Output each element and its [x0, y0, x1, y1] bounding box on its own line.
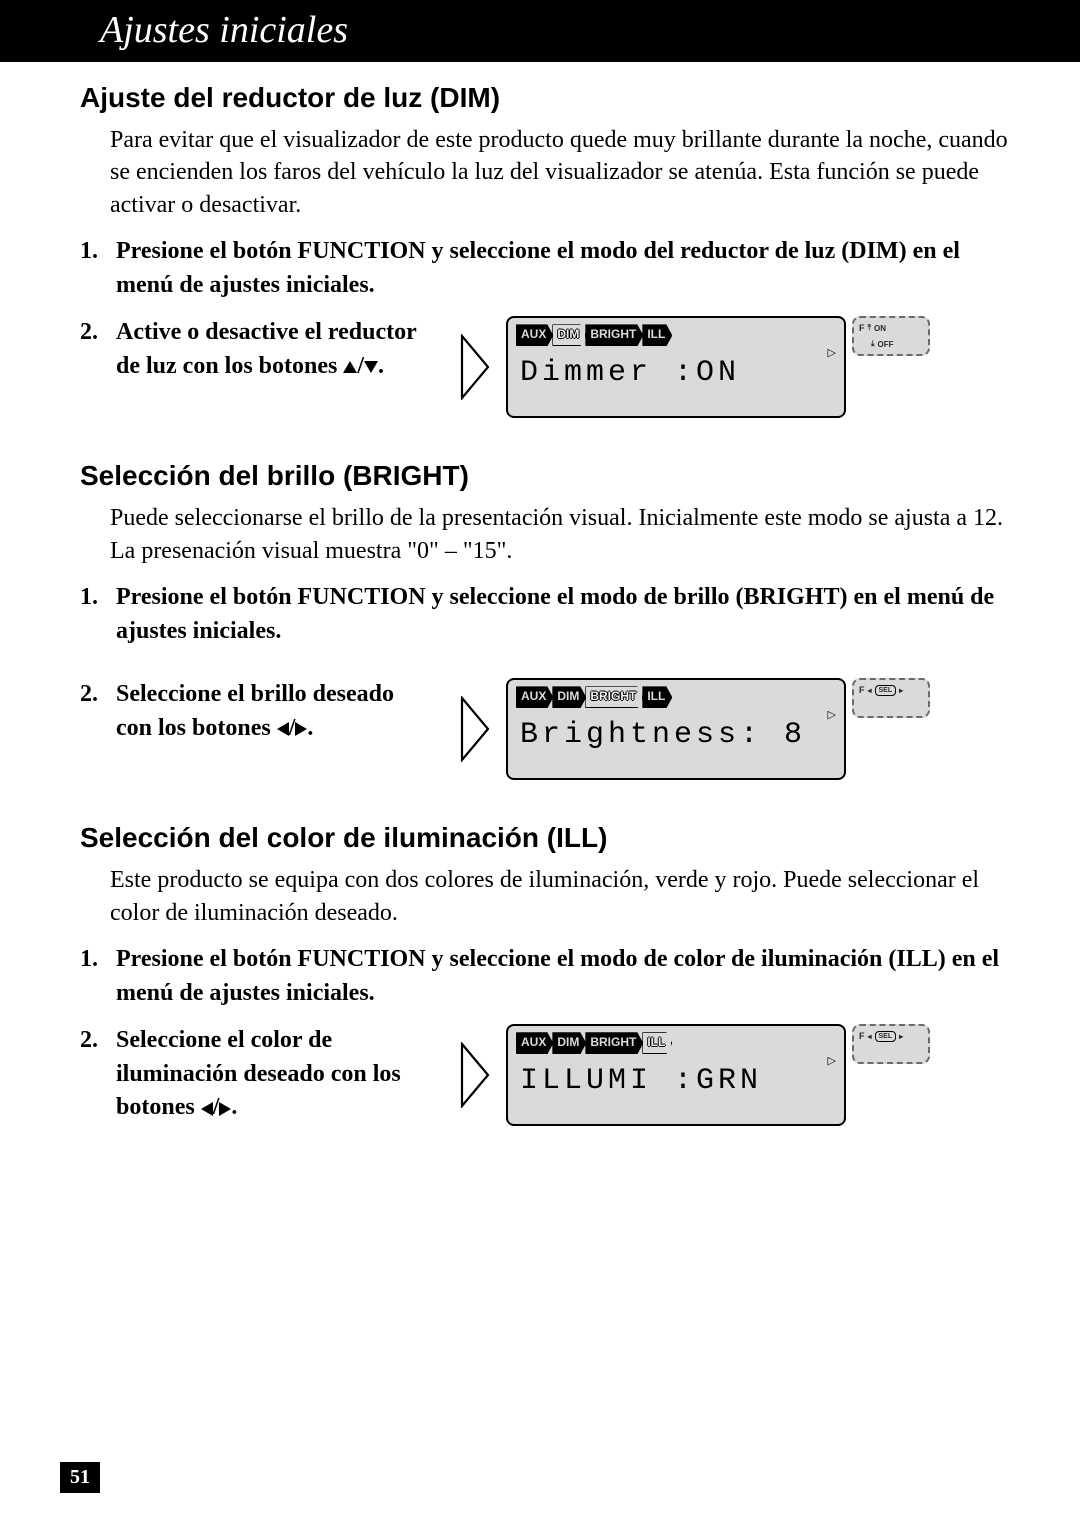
lcd-screen-ill: AUX DIM BRIGHT ILL ▷ ILLUMI :GRN [506, 1024, 846, 1126]
side-indicator-bright: F◂SEL▸ [852, 678, 930, 718]
lcd-text: Brightness: 8 [516, 718, 836, 752]
ind-sel: SEL [875, 1031, 897, 1042]
display-ill: AUX DIM BRIGHT ILL ▷ ILLUMI :GRN F◂SEL▸ [460, 1024, 930, 1126]
step-text: Presione el botón FUNCTION y seleccione … [116, 943, 1010, 1010]
right-tri-icon: ▸ [899, 686, 903, 695]
side-indicator-dim: F⤒ON ⤓OFF [852, 316, 930, 356]
step-text: Active o desactive el reductor de luz co… [116, 316, 420, 383]
tab-aux: AUX [516, 324, 553, 346]
tab-dim: DIM [552, 324, 586, 346]
step-number: 2. [80, 316, 108, 383]
tab-dim: DIM [552, 686, 586, 708]
step-text-c: . [231, 1094, 237, 1120]
step-text-b: / [357, 353, 364, 379]
step-text: Seleccione el color de iluminación desea… [116, 1024, 420, 1125]
step-text-a: Seleccione el brillo deseado con los bot… [116, 681, 394, 741]
step-text: Presione el botón FUNCTION y seleccione … [116, 581, 1010, 648]
display-dim: AUX DIM BRIGHT ILL ▷ Dimmer :ON F⤒ON ⤓OF… [460, 316, 930, 418]
step-text-c: . [378, 353, 384, 379]
heading-ill: Selección del color de iluminación (ILL) [80, 822, 1010, 854]
tab-dim: DIM [552, 1032, 586, 1054]
pointer-icon [460, 1042, 500, 1108]
tab-ill: ILL [642, 1032, 672, 1054]
step-number: 1. [80, 581, 108, 648]
page-content: Ajuste del reductor de luz (DIM) Para ev… [0, 62, 1080, 1139]
tab-bright: BRIGHT [585, 1032, 643, 1054]
down-arc-icon: ⤓ [871, 339, 875, 349]
pointer-icon [460, 334, 500, 400]
step-text: Seleccione el brillo deseado con los bot… [116, 678, 420, 745]
lcd-arrow-icon: ▷ [828, 1054, 836, 1067]
step-number: 2. [80, 1024, 108, 1125]
step-bright-1: 1. Presione el botón FUNCTION y seleccio… [80, 581, 1010, 648]
left-tri-icon: ◂ [868, 686, 872, 695]
up-arc-icon: ⤒ [868, 323, 872, 333]
ind-sel: SEL [875, 685, 897, 696]
lcd-screen-dim: AUX DIM BRIGHT ILL ▷ Dimmer :ON [506, 316, 846, 418]
tab-ill: ILL [642, 686, 672, 708]
page-number: 51 [60, 1462, 100, 1493]
step-ill-2: 2. Seleccione el color de iluminación de… [80, 1024, 420, 1125]
right-icon [295, 722, 307, 736]
lcd-text: ILLUMI :GRN [516, 1064, 836, 1098]
step-bright-2: 2. Seleccione el brillo deseado con los … [80, 678, 420, 745]
step-text: Presione el botón FUNCTION y seleccione … [116, 235, 1010, 302]
step-number: 1. [80, 235, 108, 302]
lcd-arrow-icon: ▷ [828, 708, 836, 721]
down-icon [364, 361, 378, 373]
section-ill: Selección del color de iluminación (ILL)… [80, 822, 1010, 1139]
ind-on: ON [874, 324, 886, 333]
up-icon [343, 361, 357, 373]
intro-ill: Este producto se equipa con dos colores … [110, 864, 1010, 929]
section-bright: Selección del brillo (BRIGHT) Puede sele… [80, 460, 1010, 780]
right-icon [219, 1102, 231, 1116]
heading-bright: Selección del brillo (BRIGHT) [80, 460, 1010, 492]
left-icon [201, 1102, 213, 1116]
lcd-screen-bright: AUX DIM BRIGHT ILL ▷ Brightness: 8 [506, 678, 846, 780]
tab-aux: AUX [516, 1032, 553, 1054]
heading-dim: Ajuste del reductor de luz (DIM) [80, 82, 1010, 114]
pointer-icon [460, 696, 500, 762]
tab-aux: AUX [516, 686, 553, 708]
left-tri-icon: ◂ [868, 1032, 872, 1041]
step-text-a: Seleccione el color de iluminación desea… [116, 1027, 401, 1120]
step-text-b: / [289, 715, 296, 741]
tab-bright: BRIGHT [585, 324, 643, 346]
tab-ill: ILL [642, 324, 672, 346]
step-ill-1: 1. Presione el botón FUNCTION y seleccio… [80, 943, 1010, 1010]
step-text-b: / [213, 1094, 220, 1120]
step-number: 1. [80, 943, 108, 1010]
step-text-c: . [307, 715, 313, 741]
section-dim: Ajuste del reductor de luz (DIM) Para ev… [80, 82, 1010, 418]
left-icon [277, 722, 289, 736]
intro-dim: Para evitar que el visualizador de este … [110, 124, 1010, 221]
ind-f: F [859, 323, 865, 333]
page-header: Ajustes iniciales [0, 0, 1080, 62]
lcd-arrow-icon: ▷ [828, 346, 836, 359]
step-dim-2: 2. Active o desactive el reductor de luz… [80, 316, 420, 383]
right-tri-icon: ▸ [899, 1032, 903, 1041]
ind-off: OFF [878, 340, 894, 349]
step-dim-1: 1. Presione el botón FUNCTION y seleccio… [80, 235, 1010, 302]
ind-f: F [859, 1031, 865, 1041]
lcd-text: Dimmer :ON [516, 356, 836, 390]
display-bright: AUX DIM BRIGHT ILL ▷ Brightness: 8 F◂SEL… [460, 678, 930, 780]
tab-bright: BRIGHT [585, 686, 643, 708]
intro-bright: Puede seleccionarse el brillo de la pres… [110, 502, 1010, 567]
step-number: 2. [80, 678, 108, 745]
ind-f: F [859, 685, 865, 695]
side-indicator-ill: F◂SEL▸ [852, 1024, 930, 1064]
